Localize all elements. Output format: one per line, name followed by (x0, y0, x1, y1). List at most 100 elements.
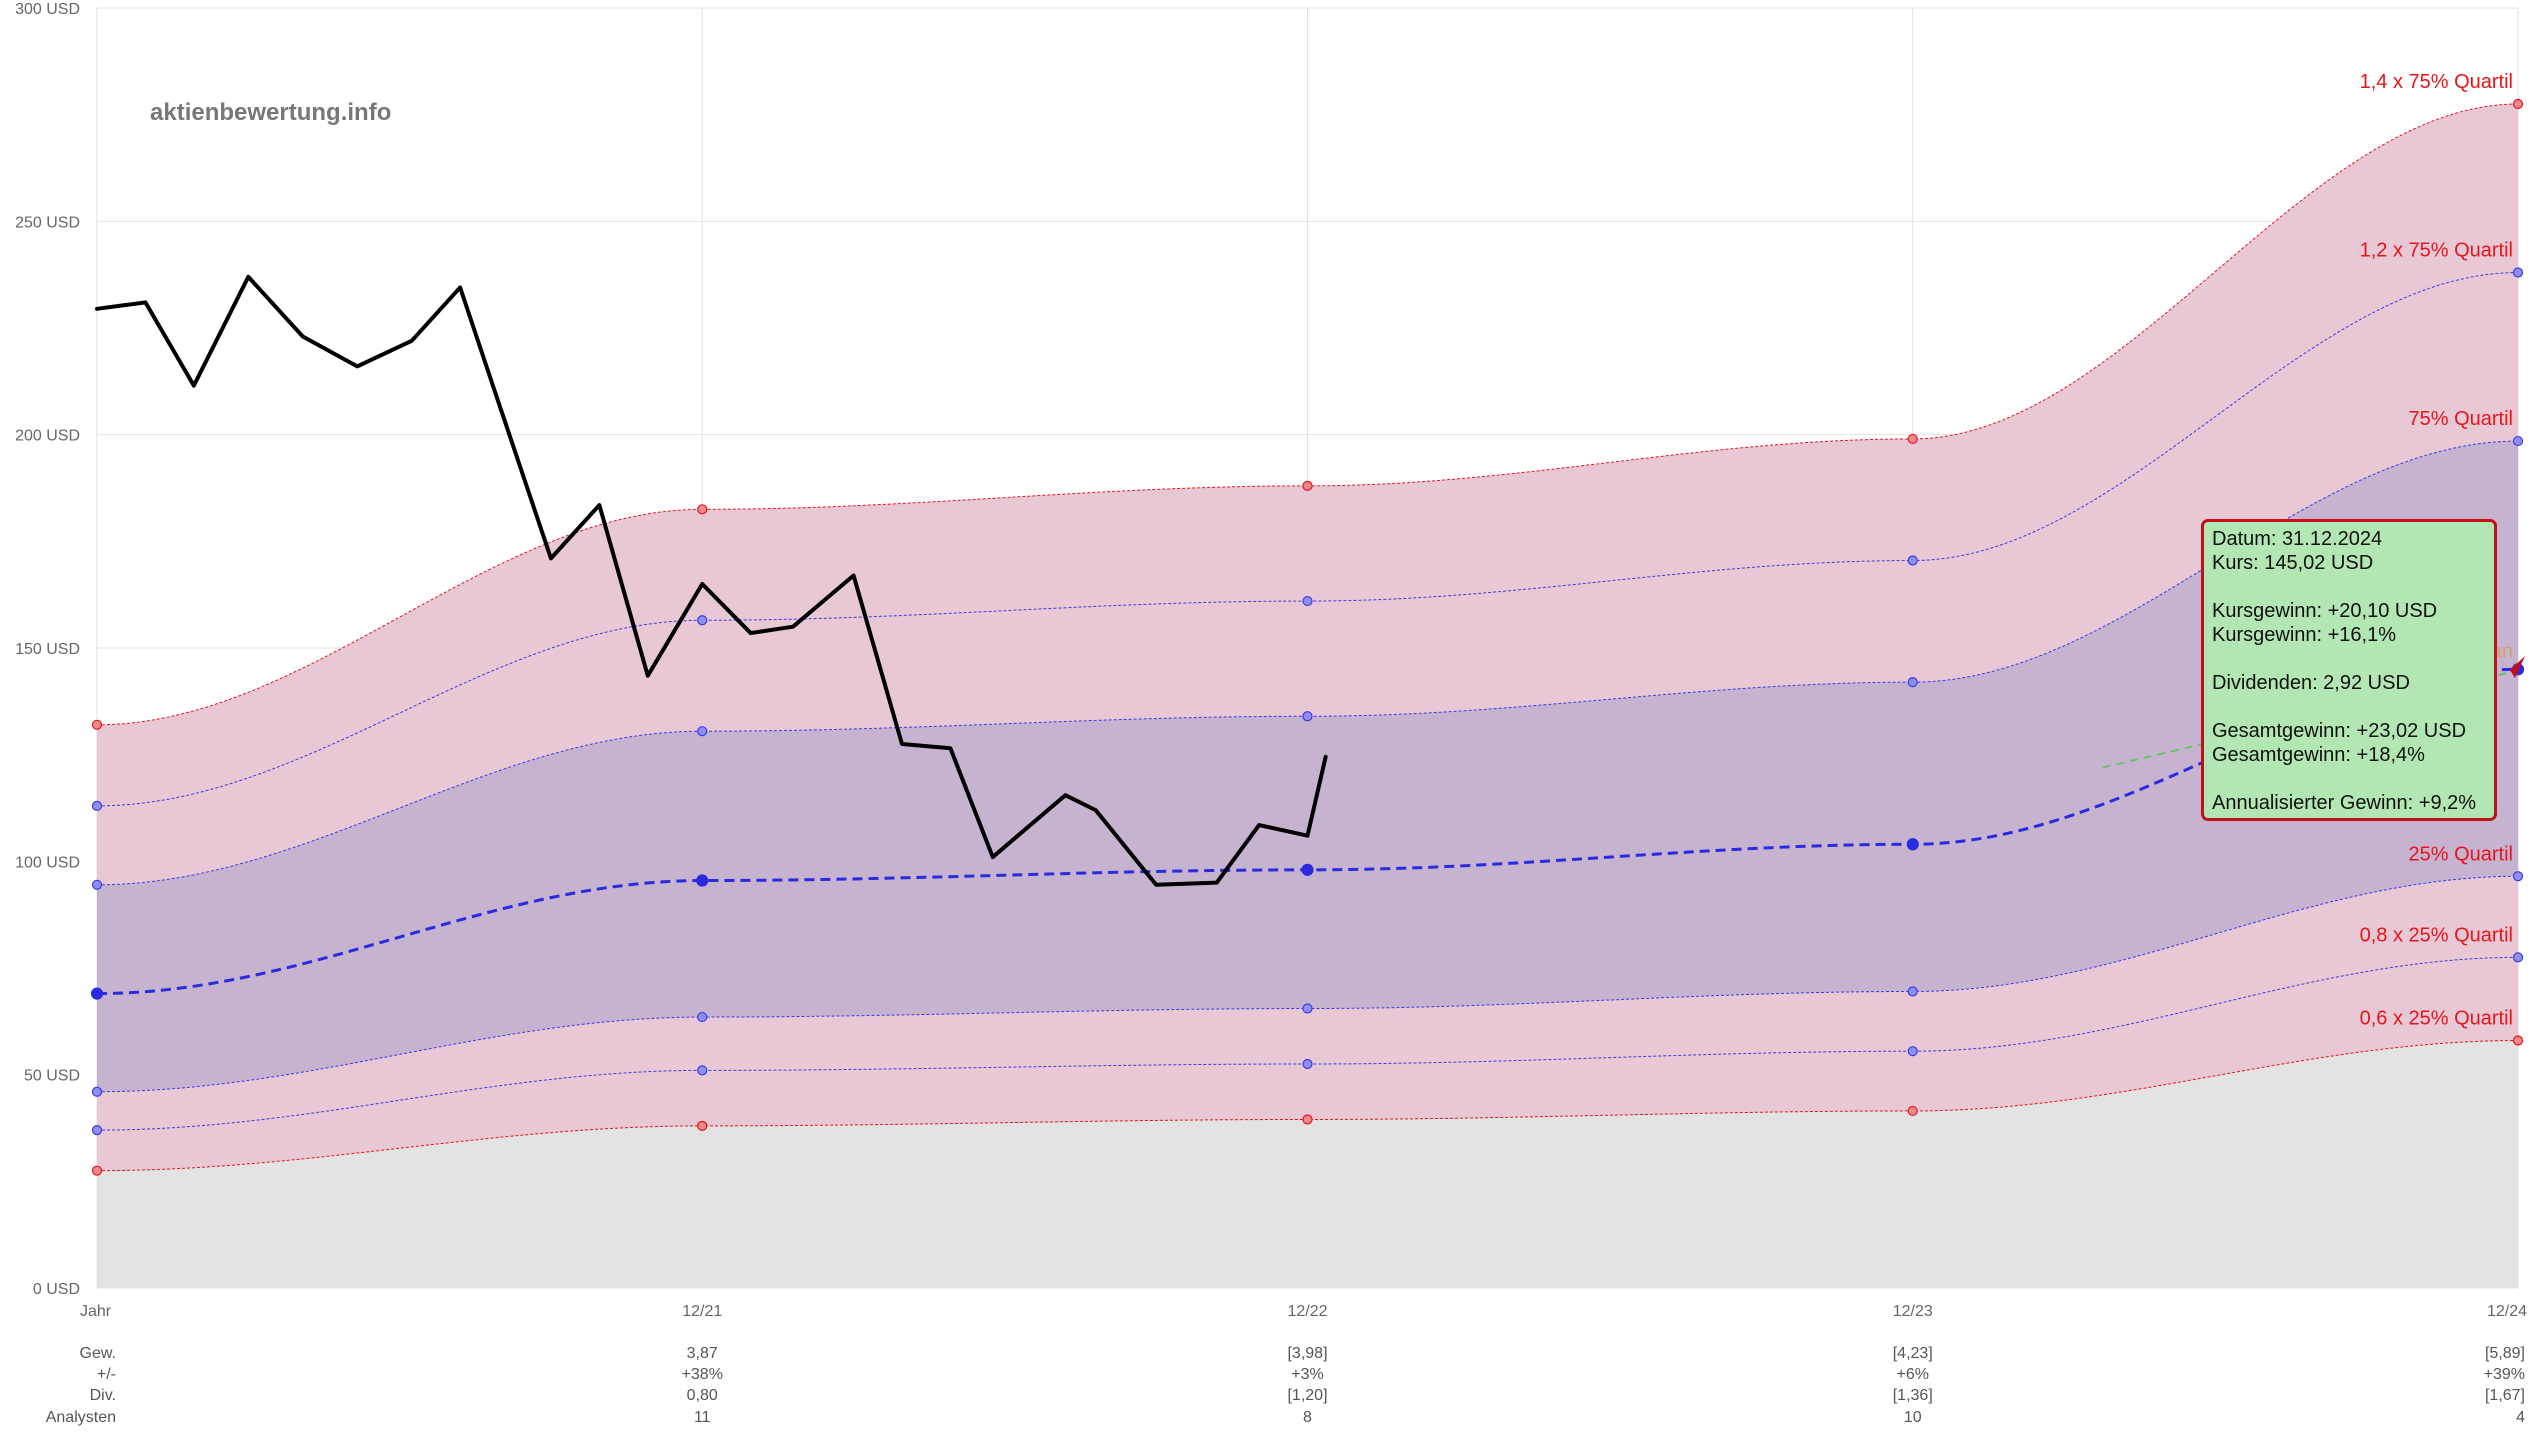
band-point (1907, 433, 1918, 445)
band-point (91, 1125, 103, 1136)
band-point (91, 879, 103, 890)
table-row-label: Div. (90, 1387, 116, 1404)
table-cell: 4 (2516, 1409, 2525, 1426)
y-tick-label: 300 USD (15, 1, 80, 18)
band-point (2512, 1035, 2524, 1046)
tooltip-spacer (2212, 647, 2486, 671)
tooltip-line: Kurs: 145,02 USD (2212, 552, 2374, 574)
band-point (697, 615, 708, 626)
y-tick-label: 50 USD (24, 1068, 80, 1085)
band-point (1907, 1105, 1918, 1117)
band-point (1302, 1003, 1313, 1014)
band-point (1907, 555, 1918, 566)
band-point (1302, 595, 1313, 607)
band-point (2512, 952, 2524, 963)
valuation-band-areas (97, 104, 2518, 1288)
band-point (2512, 871, 2524, 882)
tooltip-line: Dividenden: 2,92 USD (2212, 672, 2410, 694)
table-cell: +6% (1897, 1366, 1929, 1383)
x-tick-label: 12/22 (1287, 1303, 1327, 1320)
data-table: Gew. +/- Div. Analysten 3,87 +38% 0,80 11 [3,98]… (46, 1345, 2525, 1426)
price-line-layer (95, 274, 1328, 887)
band-label: 25% Quartil (2409, 843, 2514, 865)
table-cell: 11 (694, 1409, 711, 1426)
band-point (697, 1011, 708, 1023)
tooltip-line: Annualisierter Gewinn: +9,2% (2212, 792, 2477, 814)
table-cell: [1,20] (1287, 1387, 1327, 1404)
y-tick-label: 0 USD (33, 1281, 80, 1298)
tooltip-line: Kursgewinn: +16,1% (2212, 624, 2397, 646)
table-cell: 3,87 (687, 1345, 718, 1362)
band-area-core (97, 441, 2518, 1092)
x-tick-label: 12/21 (682, 1303, 722, 1320)
table-cell: [3,98] (1287, 1345, 1327, 1362)
table-row-label: +/- (97, 1366, 116, 1383)
band-label: 0,8 x 25% Quartil (2360, 924, 2513, 946)
price-line (95, 274, 1328, 887)
band-point (1907, 986, 1918, 997)
y-tick-label: 250 USD (15, 214, 80, 231)
tooltip-line: Gesamtgewinn: +18,4% (2212, 744, 2425, 766)
axis-labels: 0 USD 50 USD 100 USD 150 USD 200 USD 250 USD 3… (15, 1, 2527, 1320)
band-point (1302, 480, 1313, 491)
y-tick-label: 200 USD (15, 428, 80, 445)
tooltip-line: Gesamtgewinn: +23,02 USD (2212, 720, 2467, 742)
band-point (697, 1120, 708, 1131)
band-area-lower (97, 876, 2518, 1171)
band-point (1907, 677, 1918, 688)
table-cell: 8 (1303, 1409, 1312, 1426)
tooltip-spacer (2212, 767, 2486, 791)
band-point (91, 719, 103, 730)
tooltip-line: Datum: 31.12.2024 (2212, 528, 2383, 550)
band-area-upper (97, 104, 2518, 885)
table-cell: 10 (1904, 1409, 1922, 1426)
band-point (90, 987, 104, 1000)
band-point (696, 874, 709, 887)
band-label: 75% Quartil (2409, 408, 2514, 430)
y-tick-label: 150 USD (15, 641, 80, 658)
table-cell: 0,80 (687, 1387, 718, 1404)
table-cell: [5,89] (2485, 1345, 2525, 1362)
band-point (697, 504, 708, 515)
band-point (91, 1165, 103, 1176)
band-point (1302, 711, 1313, 722)
band-label: 1,4 x 75% Quartil (2360, 71, 2513, 93)
band-line (96, 272, 2519, 807)
table-cell: [4,23] (1893, 1345, 1933, 1362)
band-point (2512, 267, 2524, 278)
table-cell: +3% (1291, 1366, 1323, 1383)
table-cell: [1,36] (1893, 1387, 1933, 1404)
table-cell: [1,67] (2485, 1387, 2525, 1404)
band-point (1301, 863, 1314, 876)
band-point (697, 1065, 708, 1076)
brand-watermark: aktienbewertung.info (150, 99, 391, 126)
band-point (91, 1086, 103, 1097)
band-point (697, 726, 708, 737)
table-row-label: Analysten (46, 1409, 116, 1426)
band-area-base (97, 1040, 2518, 1288)
tooltip-spacer (2212, 695, 2486, 719)
table-row-label: Gew. (80, 1345, 116, 1362)
band-point (1907, 1046, 1918, 1057)
table-cell: +38% (682, 1366, 723, 1383)
tooltip-line: Kursgewinn: +20,10 USD (2212, 600, 2438, 622)
x-tick-label: 12/23 (1893, 1303, 1933, 1320)
band-line (96, 956, 2519, 1131)
data-tooltip: Datum: 31.12.2024 Kurs: 145,02 USD Kursgew… (2201, 519, 2497, 821)
band-label: 1,2 x 75% Quartil (2360, 240, 2513, 262)
band-point (1302, 1058, 1313, 1070)
x-tick-label: Jahr (80, 1303, 112, 1320)
band-point (2512, 435, 2524, 447)
band-point (2512, 98, 2524, 110)
y-tick-label: 100 USD (15, 854, 80, 871)
table-cell: +39% (2484, 1366, 2525, 1383)
band-point (91, 800, 103, 811)
band-point (1906, 838, 1919, 851)
band-point (1302, 1114, 1313, 1125)
x-tick-label: 12/24 (2487, 1303, 2527, 1320)
tooltip-spacer (2212, 575, 2486, 599)
tooltip-pointer (2510, 656, 2525, 678)
band-label: 0,6 x 25% Quartil (2360, 1008, 2513, 1030)
valuation-band-lines (90, 98, 2525, 1176)
